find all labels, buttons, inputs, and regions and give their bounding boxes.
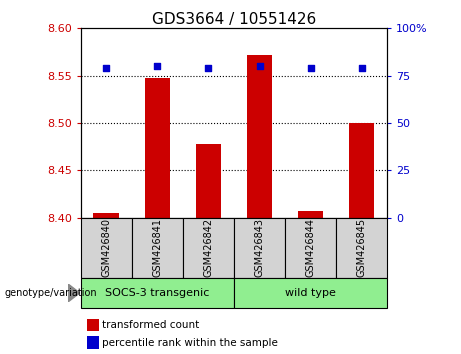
Title: GDS3664 / 10551426: GDS3664 / 10551426 (152, 12, 316, 27)
Text: SOCS-3 transgenic: SOCS-3 transgenic (105, 288, 209, 298)
Text: wild type: wild type (285, 288, 336, 298)
Bar (234, 278, 387, 308)
Text: GSM426842: GSM426842 (203, 218, 213, 278)
Bar (336, 218, 387, 278)
Point (205, 65, 212, 71)
Text: GSM426841: GSM426841 (152, 218, 162, 277)
Bar (195, 144, 221, 218)
Bar (81, 278, 234, 308)
Bar (145, 78, 170, 218)
Polygon shape (68, 284, 80, 302)
Bar (349, 123, 374, 218)
Bar (81, 218, 132, 278)
Bar (183, 218, 234, 278)
Point (256, 63, 263, 69)
Point (154, 63, 161, 69)
Text: GSM426843: GSM426843 (254, 218, 265, 277)
Text: percentile rank within the sample: percentile rank within the sample (102, 338, 278, 348)
Point (102, 65, 110, 71)
Bar (87, 319, 99, 331)
Text: GSM426845: GSM426845 (357, 218, 366, 278)
Bar (132, 218, 183, 278)
Text: transformed count: transformed count (102, 320, 200, 330)
Text: GSM426840: GSM426840 (101, 218, 111, 277)
Bar (298, 211, 323, 218)
Bar (234, 218, 285, 278)
Bar (247, 55, 272, 218)
Point (358, 65, 366, 71)
Point (307, 65, 314, 71)
Bar (87, 336, 99, 349)
Text: genotype/variation: genotype/variation (5, 288, 97, 298)
Bar (94, 213, 119, 218)
Text: GSM426844: GSM426844 (306, 218, 316, 277)
Bar (285, 218, 336, 278)
